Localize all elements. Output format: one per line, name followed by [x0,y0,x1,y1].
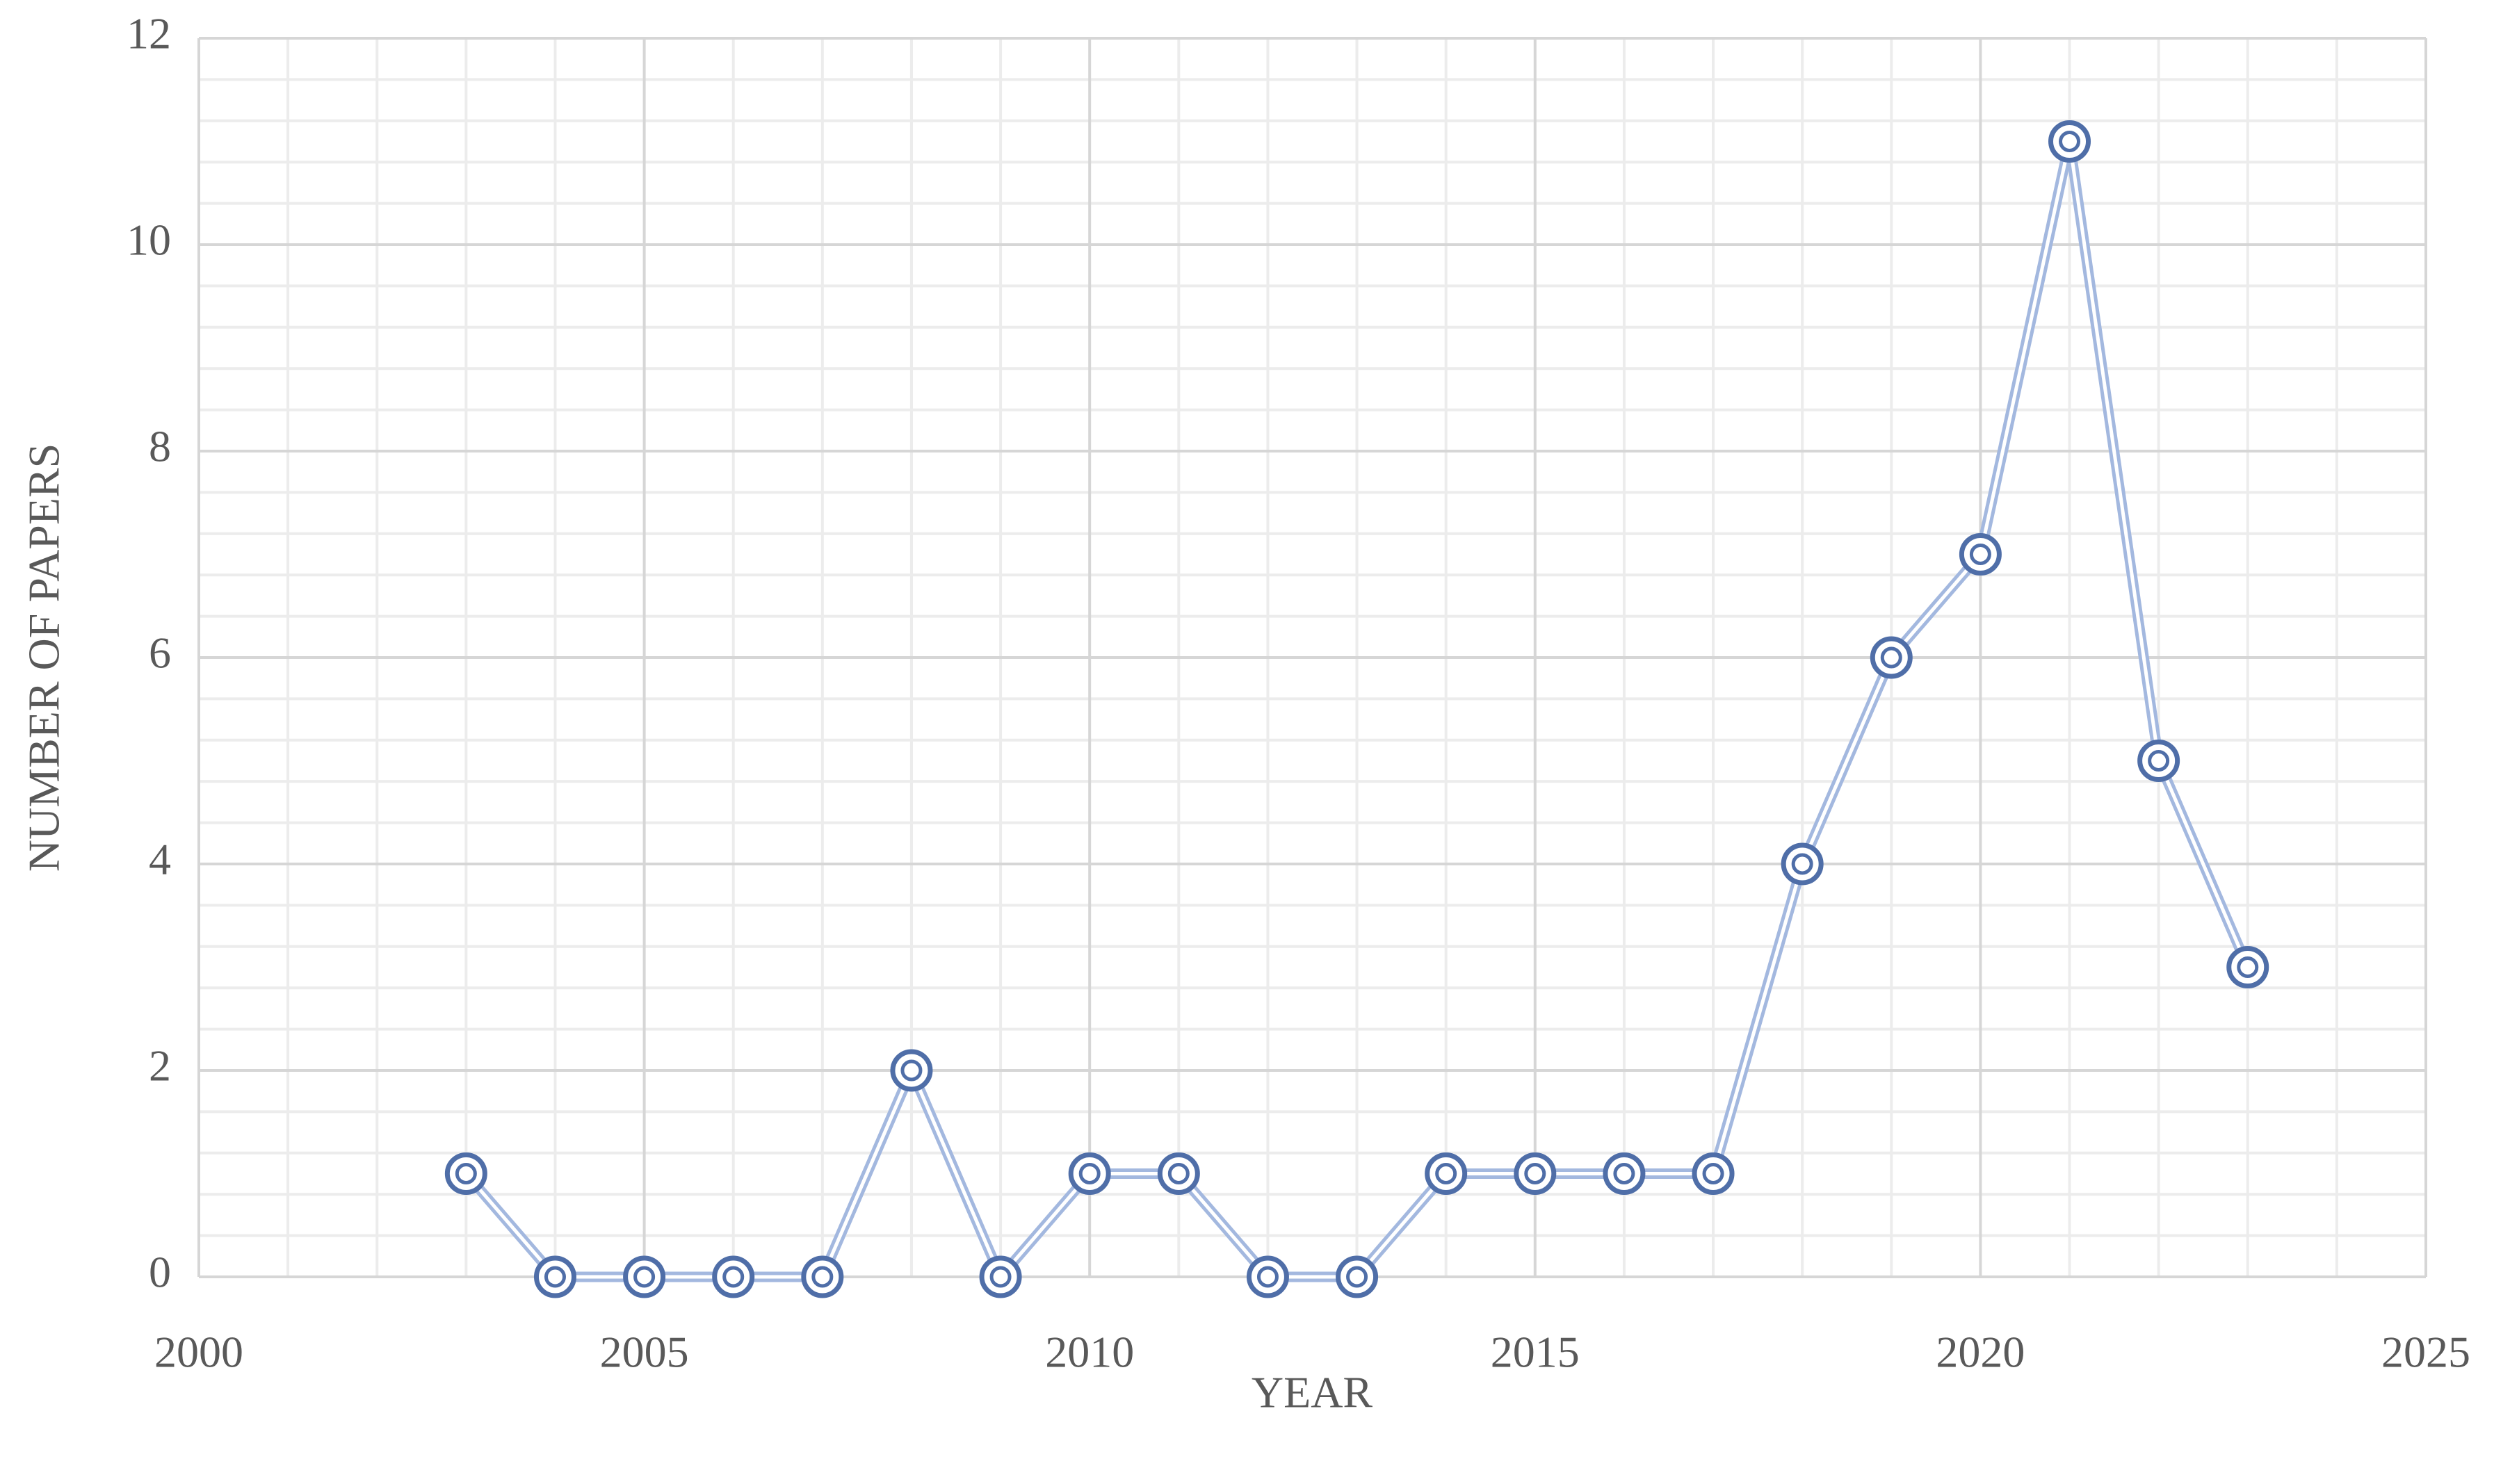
x-tick-label: 2025 [2381,1328,2470,1377]
point-marker-inner [544,1266,566,1288]
point-marker-inner [1167,1163,1190,1184]
point-marker-inner [1791,853,1813,875]
point-marker-inner [1078,1163,1101,1184]
point-marker-inner [633,1266,656,1288]
point-marker-inner [811,1266,834,1288]
y-tick-label: 4 [149,835,171,884]
point-marker-inner [455,1163,477,1184]
point-marker-inner [2059,131,2081,152]
point-marker-inner [1256,1266,1279,1288]
point-marker-inner [2237,956,2259,978]
point-marker-inner [900,1059,923,1082]
y-tick-label: 6 [149,628,171,678]
point-marker-inner [1880,646,1902,669]
y-tick-label: 10 [127,215,171,265]
point-marker-inner [2148,750,2170,772]
x-tick-label: 2015 [1491,1328,1580,1377]
x-tick-label: 2000 [154,1328,243,1377]
x-tick-label: 2010 [1045,1328,1134,1377]
point-marker-inner [1435,1163,1457,1184]
point-marker-inner [1613,1163,1635,1184]
x-tick-label: 2005 [600,1328,689,1377]
plot-marks [444,120,2269,1298]
x-tick-label: 2020 [1936,1328,2025,1377]
y-tick-label: 0 [149,1248,171,1297]
y-tick-label: 12 [127,9,171,58]
x-axis-title: YEAR [1252,1368,1373,1417]
point-marker-inner [1969,544,1991,565]
point-marker-inner [1524,1163,1546,1184]
point-marker-inner [1346,1266,1368,1288]
labels: YEAR NUMBER OF PAPERS 0 2 4 6 8 10 12 2000 2005 2… [19,9,2470,1417]
y-tick-label: 8 [149,422,171,471]
point-marker-inner [989,1266,1012,1288]
y-axis-title: NUMBER OF PAPERS [19,443,69,872]
y-tick-label: 2 [149,1041,171,1091]
major-grid [197,37,2427,1278]
point-marker-inner [722,1266,745,1288]
point-marker-inner [1702,1163,1724,1184]
